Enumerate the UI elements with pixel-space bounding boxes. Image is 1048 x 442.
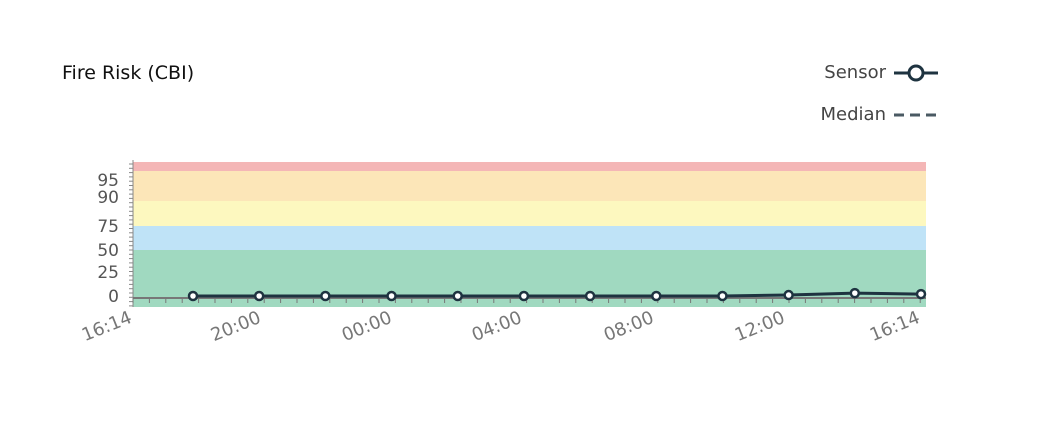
y-tick-label: 75	[97, 217, 119, 237]
sensor-point	[783, 289, 794, 301]
sensor-point	[915, 288, 927, 300]
band-1	[133, 226, 926, 250]
x-tick-label: 08:00	[601, 307, 657, 346]
x-tick-label: 12:00	[732, 307, 788, 346]
sensor-line	[193, 291, 922, 298]
sensor-point	[320, 290, 331, 302]
band-4	[133, 162, 926, 171]
sensor-point	[717, 290, 728, 302]
x-tick-label: 16:14	[867, 307, 923, 346]
chart-title: Fire Risk (CBI)	[62, 62, 195, 84]
sensor-point	[849, 287, 861, 299]
x-tick-label: 16:14	[79, 307, 135, 346]
median-dash-icon	[894, 113, 938, 116]
band-3	[133, 171, 926, 201]
y-tick-label: 0	[108, 287, 119, 307]
sensor-point	[452, 290, 463, 302]
sensor-point	[584, 290, 596, 302]
legend-sensor[interactable]: Sensor	[824, 62, 938, 83]
sensor-point	[253, 290, 265, 302]
sensor-point	[651, 290, 662, 302]
sensor-point	[187, 290, 199, 302]
sensor-line-icon	[894, 64, 938, 81]
x-tick-label: 00:00	[339, 307, 395, 346]
legend-sensor-label: Sensor	[824, 62, 886, 83]
legend-median-label: Median	[820, 104, 886, 125]
y-tick-label: 90	[97, 188, 119, 208]
legend-median[interactable]: Median	[821, 104, 938, 125]
sensor-point	[386, 290, 397, 302]
x-tick-label: 04:00	[469, 307, 525, 346]
x-tick-label: 20:00	[208, 307, 264, 346]
y-tick-label: 25	[97, 263, 119, 283]
sensor-point	[518, 290, 530, 302]
band-2	[133, 201, 926, 226]
y-tick-label: 50	[97, 241, 119, 261]
y-tick-label: 95	[97, 171, 119, 191]
